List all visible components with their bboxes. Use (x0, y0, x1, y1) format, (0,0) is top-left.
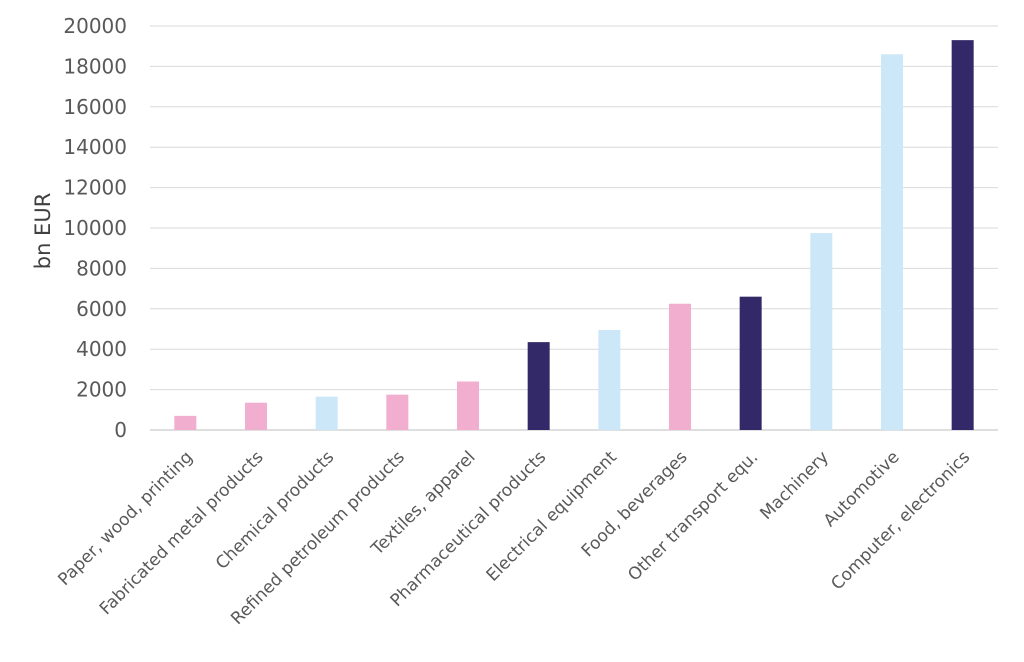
bar (174, 415, 197, 430)
y-tick-label: 12000 (63, 176, 127, 200)
y-tick-label: 2000 (76, 378, 127, 402)
bar (951, 40, 974, 430)
y-tick-label: 16000 (63, 95, 127, 119)
y-tick-label: 0 (114, 418, 127, 442)
gridlines (150, 25, 998, 431)
x-category-label: Other transport equ. (624, 447, 762, 585)
y-tick-label: 18000 (63, 54, 127, 78)
x-category-label: Machinery (756, 447, 833, 524)
y-tick-label: 20000 (63, 14, 127, 38)
x-category-label: Paper, wood, printing (54, 447, 196, 589)
x-category-label: Computer, electronics (827, 447, 974, 594)
y-tick-label: 14000 (63, 135, 127, 159)
x-category-label: Chemical products (212, 447, 338, 573)
y-axis-title: bn EUR (31, 193, 55, 270)
x-category-label: Electrical equipment (483, 447, 622, 586)
bar (598, 330, 621, 430)
y-tick-label: 10000 (63, 216, 127, 240)
bars (174, 40, 974, 430)
bar (457, 381, 479, 430)
bar (315, 396, 338, 430)
bar (245, 402, 267, 430)
y-tick-label: 8000 (76, 256, 127, 280)
y-tick-label: 4000 (76, 337, 127, 361)
bar (386, 394, 409, 430)
bar (669, 303, 691, 430)
bar (527, 342, 550, 430)
y-axis-tick-labels: 0 2000 4000 6000 8000 10000 12000 14000 16000 180… (63, 14, 127, 442)
bar (739, 296, 762, 430)
y-tick-label: 6000 (76, 297, 127, 321)
bar (810, 233, 833, 430)
bar (881, 54, 903, 430)
